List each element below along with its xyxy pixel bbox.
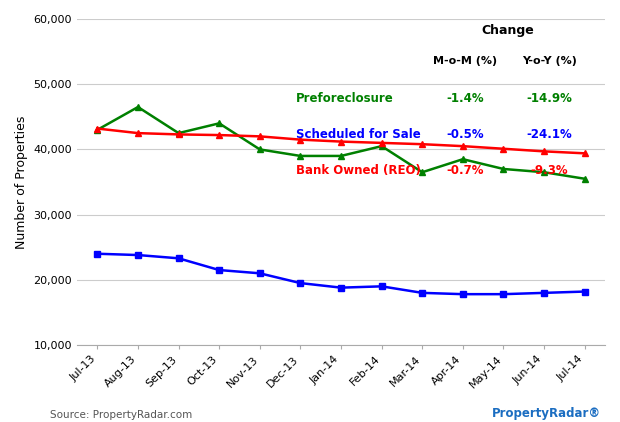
Text: Change: Change — [481, 24, 534, 37]
Text: Bank Owned (REO): Bank Owned (REO) — [296, 164, 421, 177]
Text: -0.5%: -0.5% — [446, 128, 484, 141]
Text: -14.9%: -14.9% — [526, 92, 572, 106]
Text: PropertyRadar®: PropertyRadar® — [492, 407, 601, 420]
Text: -0.7%: -0.7% — [446, 164, 484, 177]
Text: Scheduled for Sale: Scheduled for Sale — [296, 128, 421, 141]
Text: Preforeclosure: Preforeclosure — [296, 92, 394, 106]
Text: -1.4%: -1.4% — [446, 92, 484, 106]
Text: Y-o-Y (%): Y-o-Y (%) — [522, 57, 577, 67]
Text: Source: PropertyRadar.com: Source: PropertyRadar.com — [50, 410, 192, 420]
Text: -24.1%: -24.1% — [526, 128, 572, 141]
Text: -9.3%: -9.3% — [531, 164, 569, 177]
Text: M-o-M (%): M-o-M (%) — [433, 57, 497, 67]
Y-axis label: Number of Properties: Number of Properties — [15, 115, 28, 249]
